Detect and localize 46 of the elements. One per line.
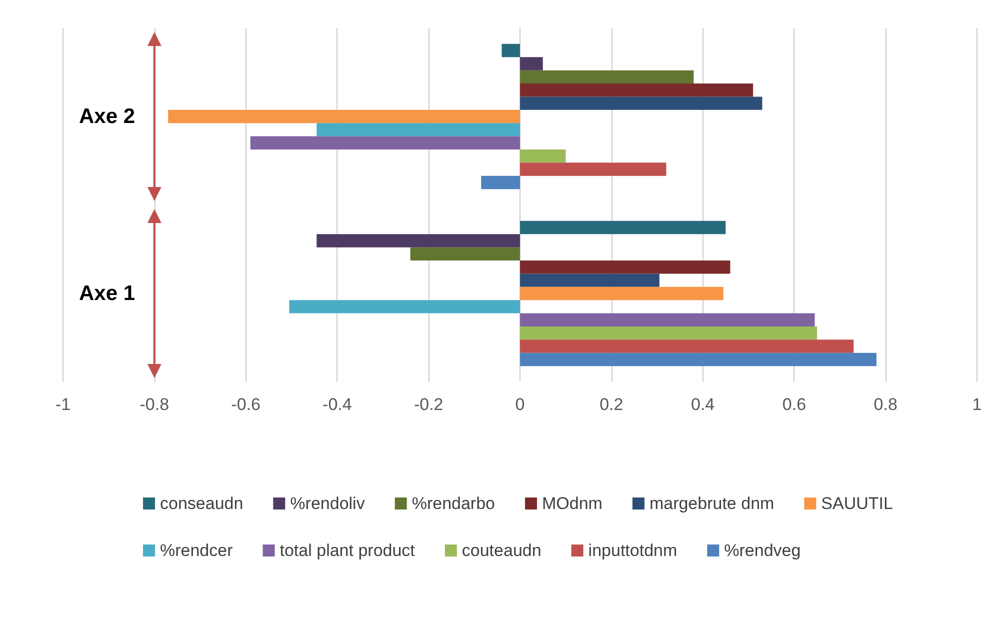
- bar: [520, 162, 666, 176]
- legend-label: %rendcer: [160, 541, 234, 560]
- bar: [520, 313, 815, 326]
- legend-label: %rendarbo: [412, 494, 496, 513]
- x-tick-label: 0.8: [874, 395, 898, 414]
- legend-label: inputtotdnm: [588, 541, 678, 560]
- bar: [520, 352, 876, 366]
- bar: [410, 247, 520, 261]
- bar: [520, 96, 762, 110]
- legend-label: %rendoliv: [290, 494, 366, 513]
- x-tick-label: -0.8: [140, 395, 170, 414]
- bar: [520, 84, 754, 97]
- bar: [168, 110, 520, 124]
- y-tick-label: Axe 2: [79, 105, 136, 128]
- bar: [520, 326, 818, 340]
- legend-label: MOdnm: [542, 494, 602, 513]
- bar: [316, 123, 520, 136]
- bar: [289, 300, 520, 314]
- bar: [520, 149, 566, 163]
- legend-label: %rendveg: [724, 541, 801, 560]
- x-tick-label: -0.2: [414, 395, 444, 414]
- y-tick-label: Axe 1: [79, 282, 136, 305]
- bar: [502, 44, 520, 58]
- legend-label: margebrute dnm: [649, 494, 774, 513]
- legend-label: conseaudn: [160, 494, 244, 513]
- bar: [520, 340, 854, 353]
- legend-label: total plant product: [280, 541, 416, 560]
- x-tick-label: -0.6: [231, 395, 260, 414]
- bar: [520, 286, 724, 300]
- x-tick-label: -0.4: [322, 395, 352, 414]
- x-tick-label: 0.6: [782, 395, 806, 414]
- bar: [250, 136, 520, 150]
- bar: [520, 220, 726, 234]
- bar: [481, 176, 520, 190]
- bar: [520, 57, 543, 70]
- bar: [520, 70, 694, 84]
- bar: [520, 260, 730, 274]
- legend-label: SAUUTIL: [821, 494, 893, 513]
- legend-label: couteaudn: [462, 541, 542, 560]
- x-tick-label: 0: [515, 395, 525, 414]
- x-tick-label: 0.2: [600, 395, 624, 414]
- bar: [520, 274, 660, 287]
- x-tick-label: -1: [55, 395, 71, 414]
- bar: [316, 234, 520, 248]
- x-tick-label: 1: [972, 395, 982, 414]
- x-tick-label: 0.4: [690, 395, 715, 414]
